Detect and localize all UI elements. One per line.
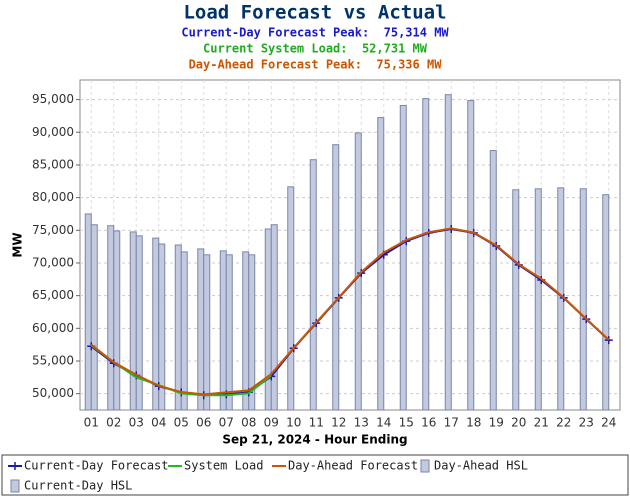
bar [422,98,430,411]
y-tick-label: 80,000 [32,190,74,204]
legend-label: System Load [184,459,263,473]
legend-label: Current-Day HSL [24,479,132,493]
x-tick-label: 19 [489,416,504,430]
bar [467,100,475,411]
bar [377,117,385,411]
chart-title: Load Forecast vs Actual [183,2,446,24]
x-tick-label: 12 [331,416,346,430]
x-axis-label: Sep 21, 2024 - Hour Ending [222,433,407,447]
y-tick-label: 70,000 [32,255,74,269]
x-tick-label: 13 [354,416,369,430]
x-tick-label: 24 [601,416,616,430]
y-tick-label: 50,000 [32,386,74,400]
x-tick-label: 22 [556,416,571,430]
x-tick-label: 23 [579,416,594,430]
x-tick-label: 06 [196,416,211,430]
y-tick-label: 95,000 [32,92,74,106]
x-tick-label: 05 [174,416,189,430]
x-tick-label: 11 [309,416,324,430]
bar [534,188,542,411]
bar [129,231,137,411]
y-tick-label: 75,000 [32,223,74,237]
bar [489,150,497,411]
bar [444,94,452,411]
bar [602,194,610,411]
bar [84,213,92,411]
subtitle: Current-Day Forecast Peak: 75,314 MW [181,26,449,40]
x-tick-label: 03 [129,416,144,430]
x-tick-label: 20 [511,416,526,430]
legend [1,454,629,496]
bar [90,224,98,411]
legend-label: Current-Day Forecast [24,459,169,473]
line [90,227,610,396]
y-tick-label: 85,000 [32,157,74,171]
plot-area [79,79,621,411]
legend-swatch [420,459,430,473]
x-tick-label: 16 [421,416,436,430]
y-tick-label: 60,000 [32,321,74,335]
bar [242,251,250,411]
bar [557,187,565,411]
bar [225,254,233,411]
bar [158,243,166,411]
bar [180,251,188,411]
x-tick-label: 04 [151,416,166,430]
y-axis-label: MW [11,232,25,257]
x-tick-label: 09 [264,416,279,430]
bar [287,186,295,411]
bar [174,244,182,411]
x-tick-label: 14 [376,416,391,430]
bar [332,144,340,411]
bar [197,248,205,411]
y-tick-label: 55,000 [32,353,74,367]
bar [354,132,362,411]
marker [604,336,613,345]
x-tick-label: 15 [399,416,414,430]
x-tick-label: 21 [534,416,549,430]
x-tick-label: 01 [84,416,99,430]
legend-label: Day-Ahead Forecast [288,459,418,473]
bar [399,104,407,411]
bar [135,235,143,411]
x-tick-label: 07 [219,416,234,430]
x-tick-label: 02 [106,416,121,430]
bar [270,224,278,411]
legend-swatch [11,462,19,470]
bar [264,228,272,411]
x-tick-label: 18 [466,416,481,430]
subtitle: Current System Load: 52,731 MW [203,42,428,56]
x-tick-label: 08 [241,416,256,430]
x-tick-label: 10 [286,416,301,430]
bar [203,254,211,411]
bar [248,254,256,411]
y-tick-label: 65,000 [32,288,74,302]
bar [512,189,520,411]
bar [309,159,317,411]
x-tick-label: 17 [444,416,459,430]
bar [113,230,121,411]
bar [579,188,587,411]
bar [219,250,227,411]
legend-swatch [10,479,20,493]
subtitle: Day-Ahead Forecast Peak: 75,336 MW [189,58,443,72]
bar [107,225,115,411]
legend-label: Day-Ahead HSL [434,459,528,473]
y-tick-label: 90,000 [32,125,74,139]
